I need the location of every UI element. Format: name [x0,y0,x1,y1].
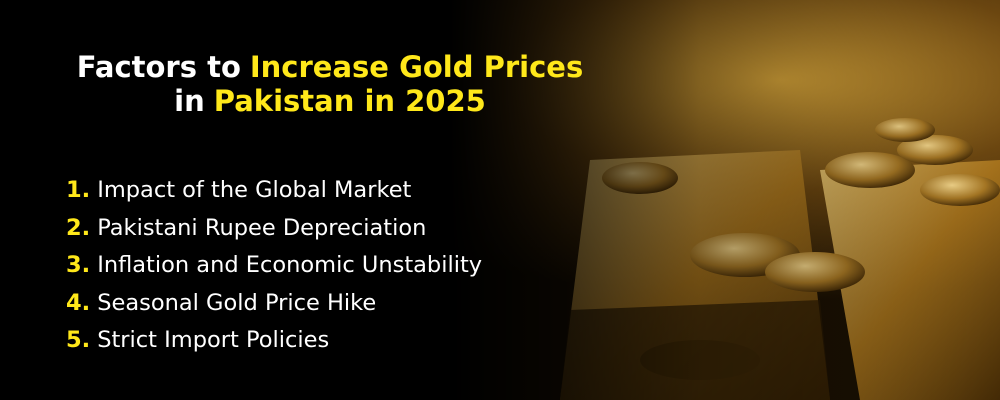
title-text: Factors to [76,50,241,84]
factor-text: Strict Import Policies [97,327,330,353]
factor-item: 2. Pakistani Rupee Depreciation [66,210,482,248]
factor-number: 5. [66,327,91,353]
factor-text: Pakistani Rupee Depreciation [97,214,427,241]
title: Factors to Increase Gold Prices in Pakista… [0,50,660,118]
factor-number: 1. [66,177,91,203]
title-highlight: Pakistan in 2025 [213,84,486,118]
factor-list: 1. Impact of the Global Market 2. Pakistani… [66,172,482,360]
title-text: in [174,84,205,118]
factor-text: Impact of the Global Market [97,177,412,203]
factor-text: Inflation and Economic Unstability [97,252,483,278]
title-line: in Pakistan in 2025 [0,84,660,118]
title-highlight: Increase Gold Prices [249,50,584,84]
factor-number: 3. [66,252,91,278]
factor-item: 5. Strict Import Policies [66,322,482,360]
factor-text: Seasonal Gold Price Hike [97,289,377,316]
factor-item: 3. Inflation and Economic Unstability [66,247,482,285]
factor-item: 1. Impact of the Global Market [66,172,482,210]
factor-item: 4. Seasonal Gold Price Hike [66,285,482,323]
title-line: Factors to Increase Gold Prices [0,50,660,84]
factor-number: 2. [66,214,91,241]
factor-number: 4. [66,289,91,316]
